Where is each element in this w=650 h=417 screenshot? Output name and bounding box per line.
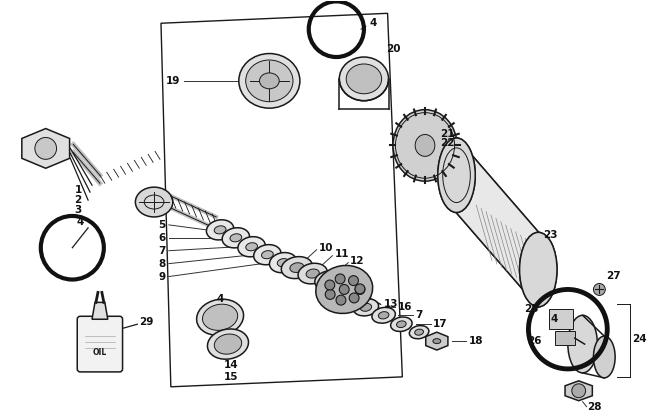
Ellipse shape (316, 266, 372, 314)
Ellipse shape (438, 138, 475, 213)
Ellipse shape (135, 187, 173, 217)
Ellipse shape (230, 234, 242, 242)
Ellipse shape (259, 73, 280, 89)
Ellipse shape (360, 304, 372, 311)
Polygon shape (22, 128, 70, 168)
Ellipse shape (298, 263, 328, 284)
Circle shape (355, 284, 365, 294)
Text: 17: 17 (433, 319, 447, 329)
Text: 4: 4 (551, 314, 558, 324)
Ellipse shape (438, 138, 475, 213)
Text: 18: 18 (469, 336, 483, 346)
Circle shape (35, 138, 57, 159)
Ellipse shape (519, 232, 557, 307)
Polygon shape (92, 302, 108, 319)
Ellipse shape (396, 321, 406, 328)
Ellipse shape (246, 243, 257, 251)
Circle shape (593, 284, 605, 295)
Ellipse shape (254, 245, 281, 265)
Ellipse shape (322, 276, 335, 285)
Circle shape (339, 284, 349, 294)
Ellipse shape (393, 110, 457, 181)
Circle shape (572, 384, 586, 398)
Ellipse shape (315, 271, 342, 290)
Text: 3: 3 (75, 205, 82, 215)
Ellipse shape (214, 226, 226, 234)
Ellipse shape (372, 307, 395, 323)
Ellipse shape (415, 135, 435, 156)
Ellipse shape (378, 311, 389, 319)
Text: 2: 2 (75, 195, 82, 205)
Ellipse shape (433, 339, 441, 344)
Ellipse shape (214, 334, 242, 354)
Ellipse shape (238, 237, 265, 257)
Ellipse shape (281, 256, 313, 279)
Text: 23: 23 (543, 230, 558, 240)
Text: 4: 4 (370, 18, 377, 28)
Ellipse shape (391, 317, 412, 332)
Circle shape (348, 276, 358, 286)
Text: 12: 12 (350, 256, 365, 266)
Circle shape (325, 280, 335, 290)
Text: 14: 14 (224, 360, 239, 370)
Text: 16: 16 (397, 302, 412, 312)
Polygon shape (456, 138, 538, 307)
Text: 15: 15 (224, 372, 238, 382)
Ellipse shape (290, 263, 304, 272)
Ellipse shape (203, 304, 238, 330)
Ellipse shape (568, 315, 597, 373)
FancyBboxPatch shape (77, 316, 123, 372)
Circle shape (325, 289, 335, 299)
Text: 27: 27 (606, 271, 621, 281)
Ellipse shape (306, 269, 319, 278)
Ellipse shape (278, 259, 289, 267)
Polygon shape (565, 381, 592, 401)
Text: 24: 24 (632, 334, 647, 344)
Text: 5: 5 (159, 220, 166, 230)
Text: 29: 29 (139, 317, 153, 327)
Text: 9: 9 (159, 271, 166, 281)
Text: 6: 6 (159, 233, 166, 243)
Text: 22: 22 (440, 138, 454, 148)
Text: 7: 7 (415, 310, 423, 320)
Text: 7: 7 (159, 246, 166, 256)
Text: 26: 26 (526, 336, 541, 346)
Ellipse shape (353, 299, 378, 316)
Ellipse shape (222, 228, 250, 248)
Ellipse shape (239, 53, 300, 108)
Text: 20: 20 (386, 44, 400, 54)
Polygon shape (426, 332, 448, 350)
Polygon shape (555, 331, 575, 345)
Text: 19: 19 (166, 76, 181, 86)
Ellipse shape (261, 251, 273, 259)
Ellipse shape (415, 329, 424, 335)
Text: 1: 1 (75, 185, 82, 195)
Ellipse shape (519, 232, 557, 307)
Ellipse shape (270, 253, 297, 273)
Ellipse shape (207, 220, 234, 240)
Circle shape (355, 284, 365, 294)
Circle shape (349, 293, 359, 303)
Ellipse shape (410, 326, 429, 339)
Text: 4: 4 (77, 217, 84, 227)
Ellipse shape (246, 60, 293, 102)
Ellipse shape (196, 299, 244, 335)
Text: 11: 11 (334, 249, 349, 259)
Text: 4: 4 (216, 294, 224, 304)
Circle shape (336, 295, 346, 305)
Text: 13: 13 (384, 299, 398, 309)
Text: 25: 25 (524, 304, 538, 314)
Text: 21: 21 (440, 128, 454, 138)
Text: 28: 28 (588, 402, 602, 412)
Ellipse shape (346, 64, 382, 94)
Text: OIL: OIL (93, 347, 107, 357)
Ellipse shape (339, 57, 389, 101)
Ellipse shape (593, 336, 615, 378)
Circle shape (335, 274, 345, 284)
Text: 8: 8 (159, 259, 166, 269)
Polygon shape (549, 309, 573, 329)
Ellipse shape (207, 329, 248, 359)
Text: 10: 10 (318, 243, 333, 253)
